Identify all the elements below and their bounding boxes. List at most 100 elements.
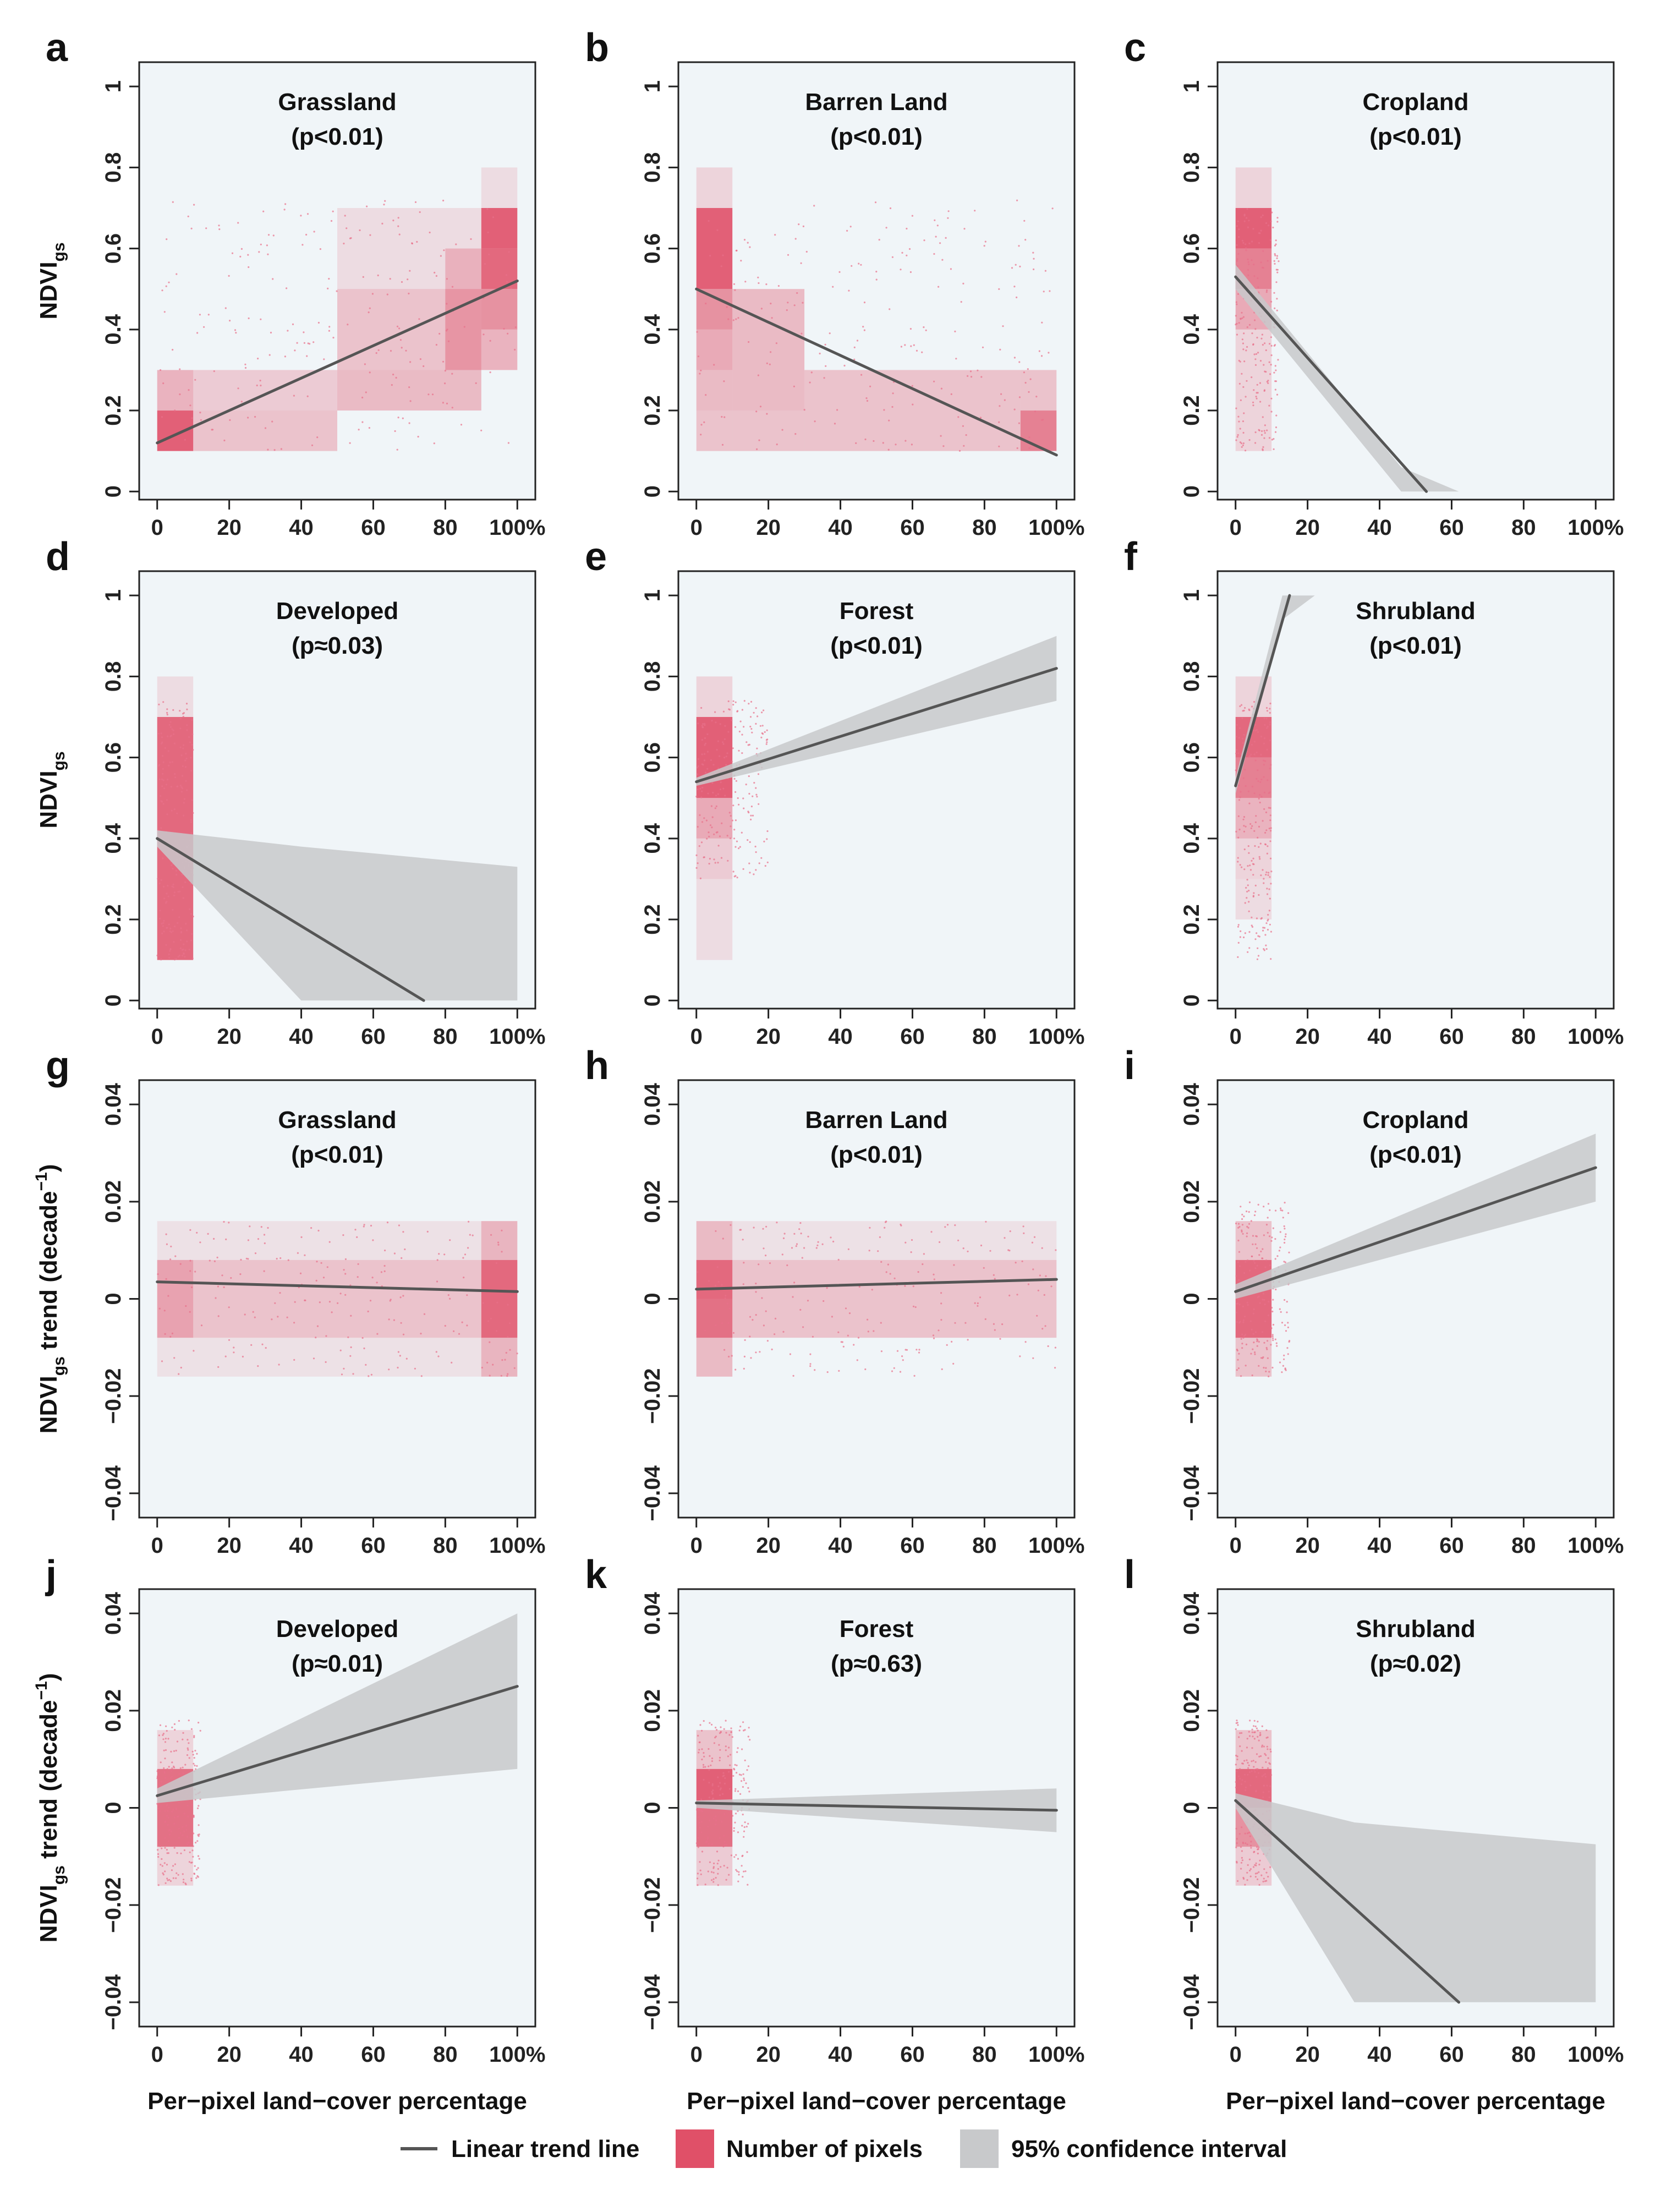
scatter-point xyxy=(698,845,700,847)
scatter-point xyxy=(188,1841,190,1844)
x-tick-label: 0 xyxy=(151,2043,163,2067)
scatter-point xyxy=(248,266,250,269)
scatter-point xyxy=(1274,307,1276,309)
scatter-point xyxy=(1256,1846,1258,1848)
panel-title: Developed xyxy=(276,1616,399,1642)
x-tick-label: 80 xyxy=(972,1534,997,1558)
scatter-point xyxy=(165,1233,167,1235)
scatter-point xyxy=(172,1865,174,1867)
scatter-point xyxy=(756,747,758,749)
density-bin xyxy=(732,1221,1057,1260)
scatter-point xyxy=(1246,1843,1248,1846)
scatter-point xyxy=(725,1749,727,1751)
scatter-point xyxy=(174,1863,176,1865)
scatter-point xyxy=(161,741,163,743)
scatter-point xyxy=(183,1813,185,1815)
scatter-point xyxy=(200,419,202,421)
scatter-point xyxy=(880,1350,882,1353)
scatter-point xyxy=(697,826,699,828)
scatter-point xyxy=(332,337,335,339)
scatter-point xyxy=(906,254,908,256)
scatter-point xyxy=(846,229,848,232)
scatter-point xyxy=(755,793,758,796)
scatter-point xyxy=(1238,1833,1241,1835)
scatter-point xyxy=(316,1325,319,1327)
scatter-point xyxy=(1028,436,1030,439)
scatter-point xyxy=(284,203,287,205)
panel-letter: b xyxy=(585,26,609,70)
scatter-point xyxy=(1263,737,1266,740)
scatter-point xyxy=(271,1318,273,1321)
scatter-point xyxy=(701,821,704,823)
scatter-point xyxy=(1251,1255,1253,1257)
scatter-point xyxy=(743,1779,745,1781)
scatter-point xyxy=(157,732,160,735)
scatter-point xyxy=(735,1854,737,1856)
scatter-point xyxy=(159,1845,161,1847)
scatter-point xyxy=(702,764,704,766)
panel-letter: h xyxy=(585,1044,609,1088)
scatter-point xyxy=(1249,1844,1252,1847)
scatter-point xyxy=(734,846,737,848)
scatter-point xyxy=(163,897,166,900)
scatter-point xyxy=(713,364,715,366)
scatter-point xyxy=(712,1789,714,1792)
scatter-point xyxy=(1269,708,1271,710)
y-tick-label: 0 xyxy=(1180,1293,1204,1305)
scatter-point xyxy=(266,244,268,247)
scatter-point xyxy=(1243,1760,1246,1762)
x-tick-label: 20 xyxy=(217,516,242,540)
scatter-point xyxy=(749,716,752,718)
scatter-point xyxy=(763,709,765,711)
scatter-point xyxy=(1240,930,1242,932)
scatter-point xyxy=(1268,437,1271,439)
y-tick-label: 0 xyxy=(1180,994,1204,1006)
scatter-point xyxy=(1270,958,1272,960)
scatter-point xyxy=(426,1230,429,1233)
scatter-point xyxy=(786,309,788,311)
scatter-point xyxy=(1268,1375,1270,1378)
scatter-point xyxy=(497,1244,500,1246)
panel-l: 0 20 40 60 80 100%−0.04−0.0200.020.04lShrubla… xyxy=(1124,1553,1624,2115)
scatter-point xyxy=(1243,825,1245,827)
scatter-point xyxy=(792,1375,794,1377)
scatter-point xyxy=(1265,1754,1267,1756)
scatter-point xyxy=(160,827,162,829)
scatter-point xyxy=(1238,1322,1241,1324)
scatter-point xyxy=(1241,1213,1243,1215)
scatter-point xyxy=(294,1301,296,1303)
scatter-point xyxy=(728,1746,730,1749)
scatter-point xyxy=(941,1368,943,1370)
scatter-point xyxy=(313,341,315,343)
panel-background xyxy=(1218,571,1614,1009)
scatter-point xyxy=(460,424,463,426)
scatter-point xyxy=(311,444,314,446)
scatter-point xyxy=(366,205,368,207)
scatter-point xyxy=(247,1239,249,1241)
scatter-point xyxy=(240,1258,242,1261)
scatter-point xyxy=(735,1869,737,1871)
scatter-point xyxy=(916,1349,918,1351)
scatter-point xyxy=(1264,1320,1267,1322)
scatter-point xyxy=(228,1222,230,1224)
scatter-point xyxy=(855,442,857,445)
scatter-point xyxy=(1256,397,1258,399)
scatter-point xyxy=(166,901,168,903)
scatter-point xyxy=(1255,1864,1257,1866)
scatter-point xyxy=(698,1751,700,1754)
scatter-point xyxy=(734,1790,736,1792)
scatter-point xyxy=(1264,831,1267,834)
scatter-point xyxy=(184,759,187,762)
x-axis-label: Per−pixel land−cover percentage xyxy=(687,2088,1066,2115)
scatter-point xyxy=(320,1262,322,1264)
scatter-point xyxy=(1241,1343,1243,1345)
scatter-point xyxy=(826,1287,828,1289)
scatter-point xyxy=(860,264,862,266)
scatter-point xyxy=(1259,1302,1261,1304)
scatter-point xyxy=(1246,1301,1248,1304)
scatter-point xyxy=(752,795,754,797)
scatter-point xyxy=(306,395,309,397)
scatter-point xyxy=(743,1830,745,1832)
scatter-point xyxy=(749,872,751,874)
scatter-point xyxy=(708,1748,710,1750)
